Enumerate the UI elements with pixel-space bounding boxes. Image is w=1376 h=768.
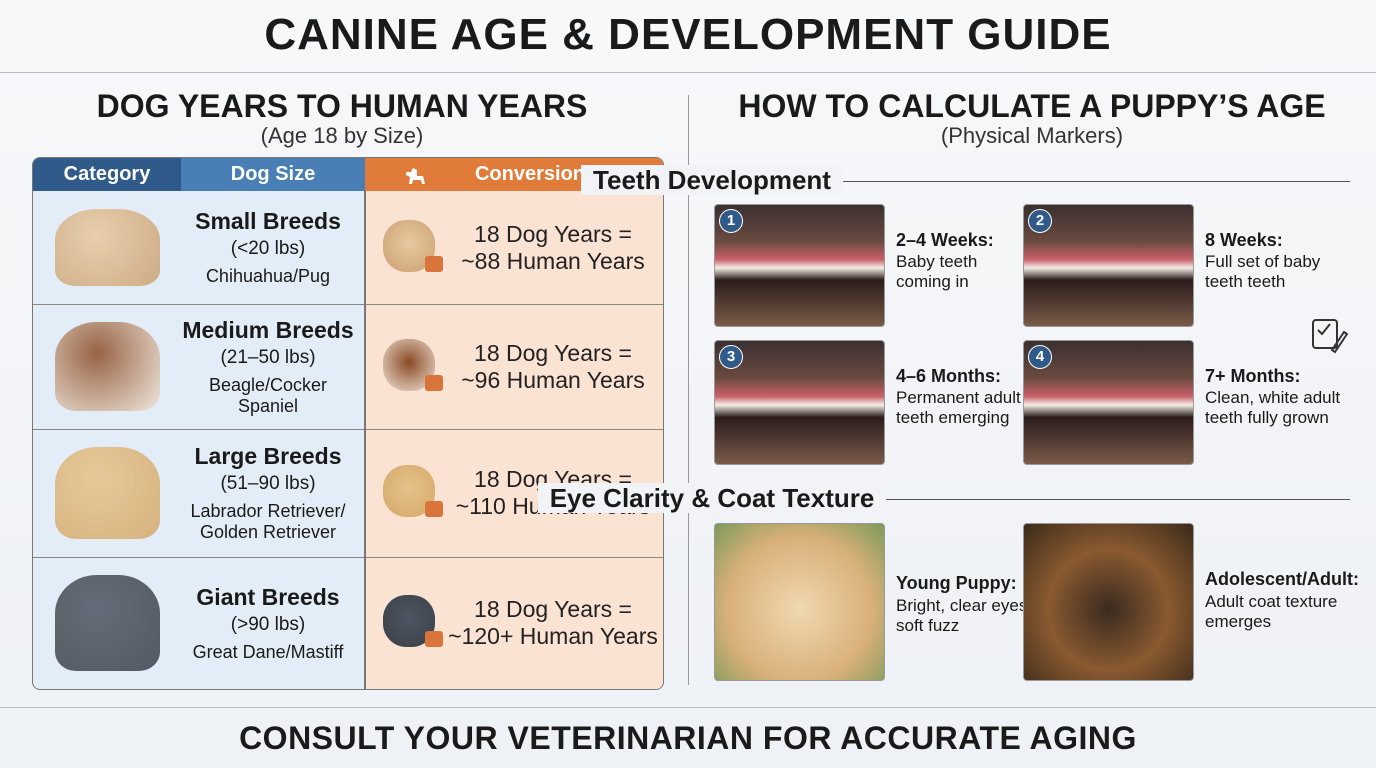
divider — [0, 72, 1376, 73]
shirt-icon — [425, 631, 443, 647]
conversion-text: 18 Dog Years = ~96 Human Years — [443, 304, 663, 429]
breed-info: Giant Breeds (>90 lbs) Great Dane/Mastiff — [173, 557, 363, 689]
footer: CONSULT YOUR VETERINARIAN FOR ACCURATE A… — [239, 720, 1137, 756]
heading-rule — [714, 181, 1350, 182]
caption-text: Bright, clear eyes & soft fuzz — [896, 596, 1044, 635]
dog-illustration — [55, 209, 160, 286]
step-number: 4 — [1028, 345, 1052, 369]
dog-illustration — [55, 447, 160, 539]
breed-weight: (<20 lbs) — [230, 238, 306, 259]
caption-heading: 7+ Months: — [1205, 366, 1301, 386]
breed-name: Small Breeds — [195, 208, 341, 234]
breed-weight: (51–90 lbs) — [220, 473, 316, 494]
conversion-line: 18 Dog Years = — [474, 596, 632, 622]
conversion-text: 18 Dog Years = ~120+ Human Years — [443, 557, 663, 689]
breed-examples: Beagle/Cocker Spaniel — [208, 374, 328, 416]
step-number: 3 — [719, 345, 743, 369]
dog-illustration — [55, 575, 160, 671]
conversion-line: ~120+ Human Years — [448, 623, 658, 649]
separator — [364, 429, 366, 557]
main-title: CANINE AGE & DEVELOPMENT GUIDE — [264, 10, 1112, 59]
heading-rule — [714, 499, 1350, 500]
shirt-icon — [425, 255, 443, 272]
caption-text: Baby teeth coming in — [896, 252, 978, 291]
breed-weight: (21–50 lbs) — [220, 346, 316, 368]
shirt-icon — [425, 501, 443, 517]
checklist-icon — [1312, 319, 1348, 354]
subsection-title: Teeth Development — [0, 165, 1376, 196]
separator — [364, 191, 366, 304]
shirt-icon — [425, 374, 443, 391]
breed-examples: Great Dane/Mastiff — [192, 641, 344, 662]
breed-info: Large Breeds (51–90 lbs) Labrador Retrieve… — [173, 429, 363, 557]
dog-illustration — [55, 322, 160, 411]
row-divider — [33, 304, 663, 305]
breed-examples: Labrador Retriever/ Golden Retriever — [190, 501, 346, 542]
breed-weight: (>90 lbs) — [230, 613, 306, 635]
header-text: Conversion — [474, 163, 586, 185]
subsection-title: Eye Clarity & Coat Texture — [0, 483, 1376, 514]
conversion-table: Category Dog Size Conversion Small Breed… — [32, 157, 664, 690]
subsection-title-text: Eye Clarity & Coat Texture — [537, 483, 887, 513]
section-title: HOW TO CALCULATE A PUPPY’S AGE — [738, 88, 1326, 124]
teeth-photo: 3 — [714, 340, 885, 465]
caption-heading: 4–6 Months: — [896, 366, 1002, 386]
header-cell: Category — [33, 158, 181, 191]
coat-photo — [1023, 523, 1194, 681]
breed-name: Large Breeds — [194, 443, 342, 469]
breed-info: Small Breeds (<20 lbs) Chihuahua/Pug — [173, 191, 363, 304]
separator — [364, 304, 366, 429]
teeth-photo: 4 — [1023, 340, 1194, 465]
caption-text: Adult coat texture emerges — [1205, 592, 1338, 631]
header-cell: Dog Size — [181, 158, 365, 191]
subsection-title-text: Teeth Development — [581, 165, 843, 195]
step-number: 1 — [719, 209, 743, 233]
caption-heading: 8 Weeks: — [1205, 230, 1283, 250]
caption-heading: Young Puppy: — [896, 573, 1017, 593]
breed-name: Giant Breeds — [196, 583, 340, 610]
conversion-line: 18 Dog Years = — [474, 339, 632, 366]
caption-heading: 2–4 Weeks: — [896, 230, 994, 250]
breed-examples: Chihuahua/Pug — [205, 266, 331, 286]
section-subtitle: (Age 18 by Size) — [260, 123, 424, 148]
separator — [364, 557, 366, 689]
section-subtitle: (Physical Markers) — [940, 123, 1124, 148]
conversion-line: ~96 Human Years — [461, 366, 645, 393]
step-number: 2 — [1028, 209, 1052, 233]
section-title: DOG YEARS TO HUMAN YEARS — [96, 88, 588, 124]
breed-info: Medium Breeds (21–50 lbs) Beagle/Cocker Sp… — [173, 304, 363, 429]
divider — [0, 707, 1376, 708]
conversion-line: 18 Dog Years = — [474, 220, 632, 247]
conversion-line: ~88 Human Years — [461, 247, 645, 274]
caption-text: Full set of baby teeth teeth — [1205, 252, 1321, 291]
teeth-photo: 1 — [714, 204, 885, 327]
conversion-text: 18 Dog Years = ~88 Human Years — [443, 191, 663, 304]
divider — [688, 95, 689, 685]
row-divider — [33, 557, 663, 558]
coat-photo — [714, 523, 885, 681]
breed-name: Medium Breeds — [182, 316, 354, 343]
row-divider — [33, 429, 663, 430]
teeth-photo: 2 — [1023, 204, 1194, 327]
caption-text: Permanent adult teeth emerging — [896, 388, 1021, 427]
caption-heading: Adolescent/Adult: — [1205, 569, 1360, 589]
dog-icon — [406, 168, 425, 184]
caption-text: Clean, white adult teeth fully grown — [1205, 388, 1341, 427]
